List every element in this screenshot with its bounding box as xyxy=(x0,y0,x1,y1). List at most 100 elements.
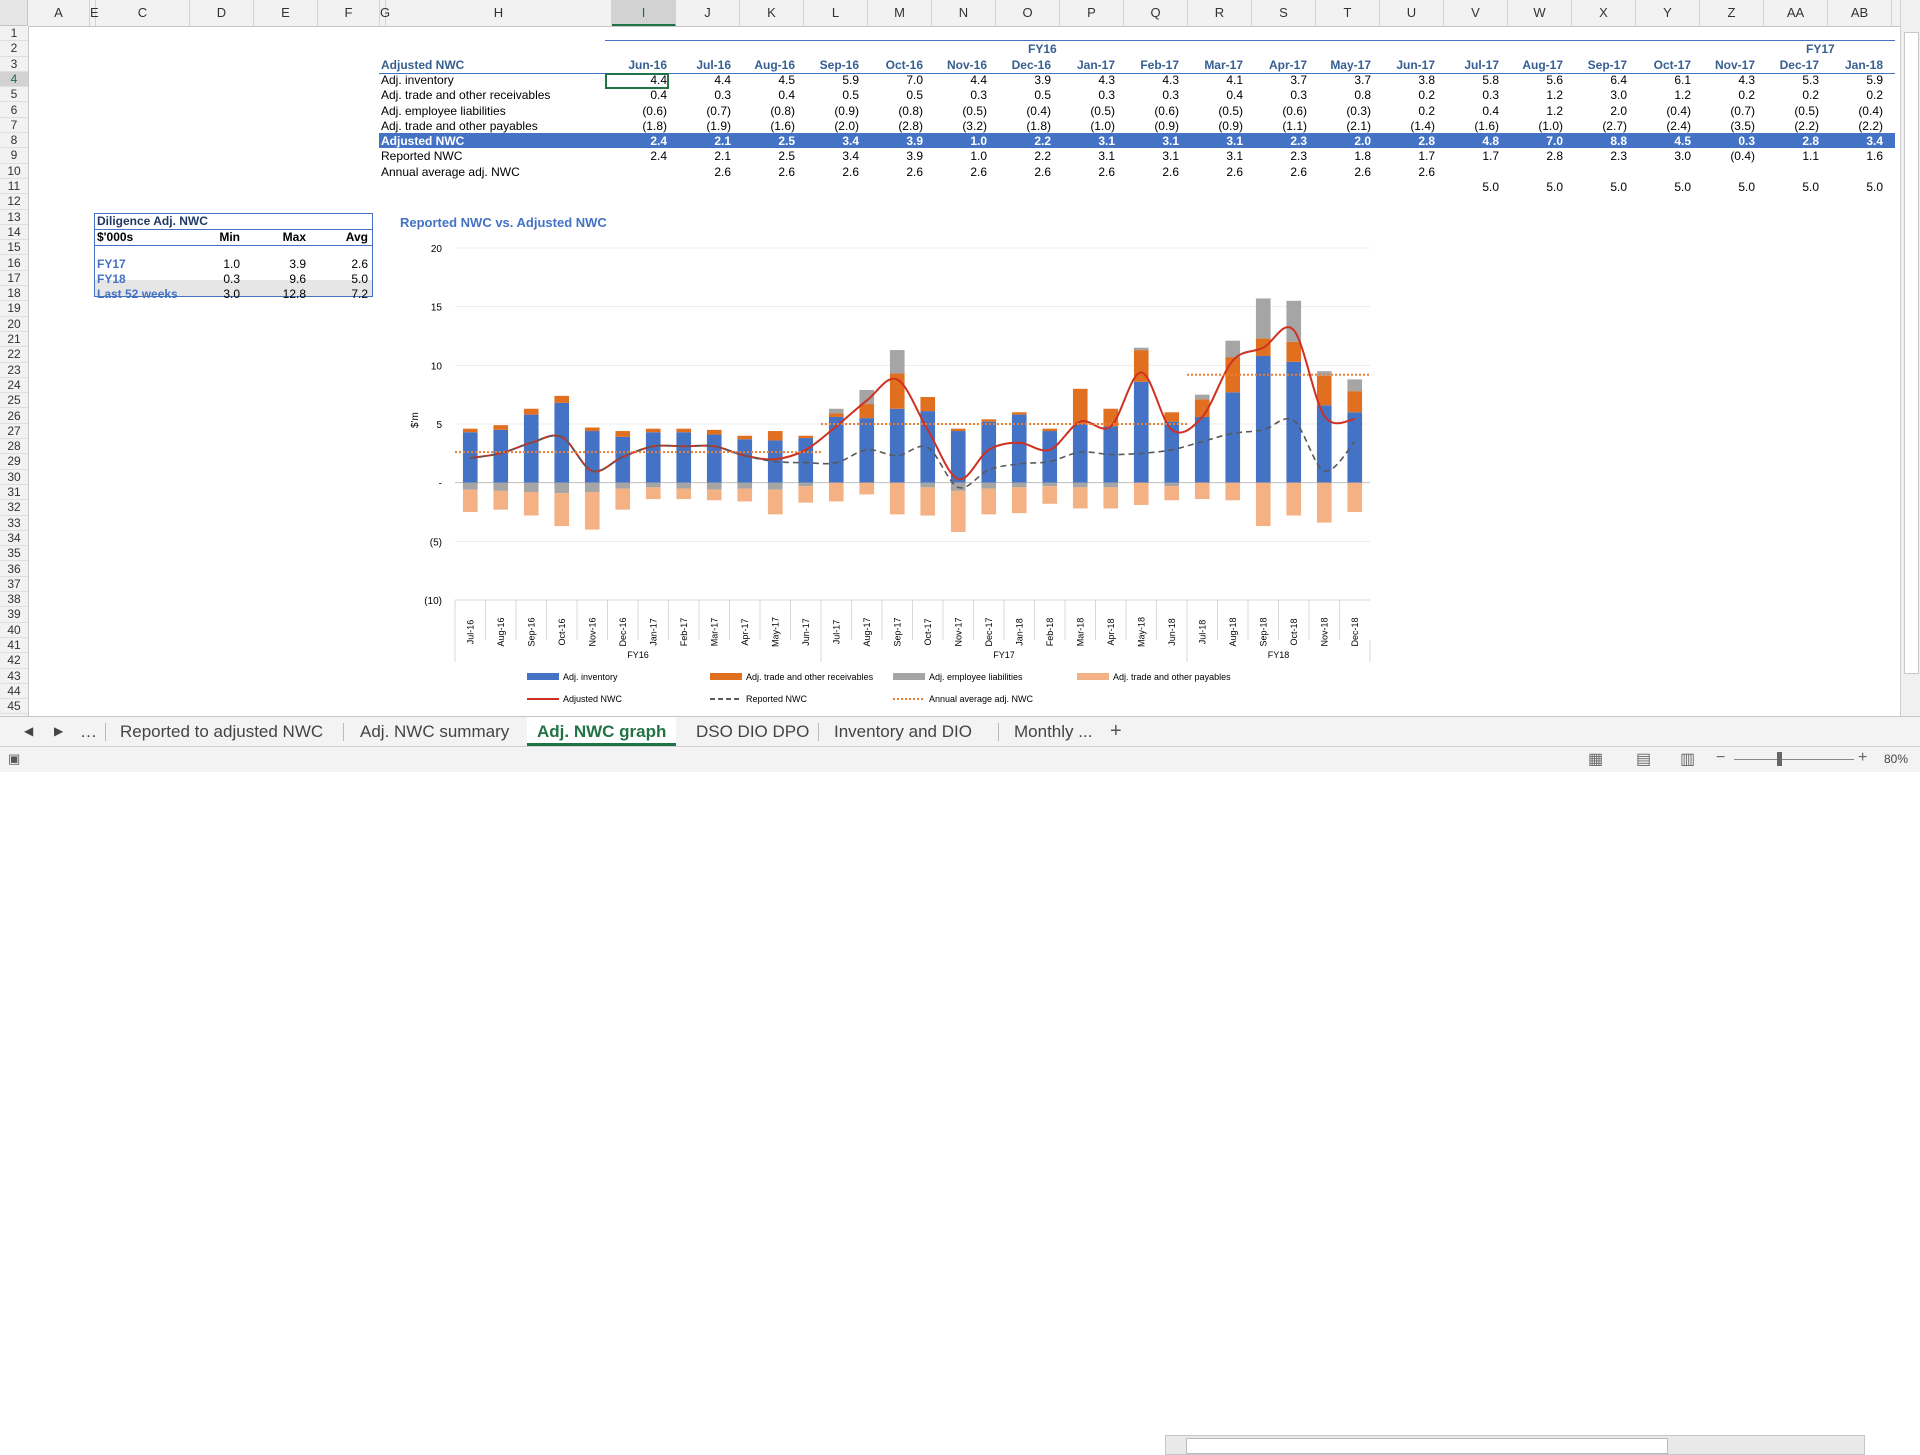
row-header-9[interactable]: 9 xyxy=(0,148,28,164)
row-header-38[interactable]: 38 xyxy=(0,592,28,608)
nwc-chart[interactable]: Reported NWC vs. Adjusted NWC $'m (10) (5) -… xyxy=(0,0,1900,716)
tab-inventory-and-dio[interactable]: Inventory and DIO xyxy=(834,722,972,741)
row-header-35[interactable]: 35 xyxy=(0,546,28,562)
row-header-45[interactable]: 45 xyxy=(0,699,28,715)
column-header-t-19[interactable]: T xyxy=(1316,0,1380,26)
row-header-24[interactable]: 24 xyxy=(0,378,28,394)
normal-view-icon[interactable]: ▦ xyxy=(1588,751,1604,768)
row-header-17[interactable]: 17 xyxy=(0,271,28,287)
row-header-16[interactable]: 16 xyxy=(0,256,28,271)
row-header-4[interactable]: 4 xyxy=(0,71,28,88)
column-header-i-8[interactable]: I xyxy=(612,0,676,26)
row-header-41[interactable]: 41 xyxy=(0,638,28,654)
row-header-2[interactable]: 2 xyxy=(0,41,28,57)
vertical-scrollbar[interactable] xyxy=(1900,0,1920,716)
column-header-a-0[interactable]: A xyxy=(28,0,90,26)
active-cell-i4[interactable] xyxy=(605,73,669,89)
column-header-z-25[interactable]: Z xyxy=(1700,0,1764,26)
column-header-l-11[interactable]: L xyxy=(804,0,868,26)
row-header-23[interactable]: 23 xyxy=(0,363,28,378)
group-label: FY17 xyxy=(993,650,1015,660)
row-header-22[interactable]: 22 xyxy=(0,347,28,363)
vertical-scroll-thumb[interactable] xyxy=(1904,32,1919,674)
zoom-slider[interactable] xyxy=(1734,759,1854,760)
column-header-f-5[interactable]: F xyxy=(318,0,380,26)
column-header-h-7[interactable]: H xyxy=(386,0,612,26)
column-header-e-4[interactable]: E xyxy=(254,0,318,26)
column-header-q-16[interactable]: Q xyxy=(1124,0,1188,26)
tab-scroll-right-icon[interactable]: ▶ xyxy=(54,724,64,738)
column-header-m-12[interactable]: M xyxy=(868,0,932,26)
row-header-43[interactable]: 43 xyxy=(0,669,28,684)
tab-adj-nwc-graph[interactable]: Adj. NWC graph xyxy=(527,717,677,746)
row-header-3[interactable]: 3 xyxy=(0,57,28,72)
row-header-20[interactable]: 20 xyxy=(0,317,28,332)
row-header-14[interactable]: 14 xyxy=(0,225,28,241)
column-header-r-17[interactable]: R xyxy=(1188,0,1252,26)
macro-record-icon[interactable]: ▣ xyxy=(8,751,21,766)
add-sheet-icon[interactable]: + xyxy=(1110,720,1122,742)
row-header-7[interactable]: 7 xyxy=(0,118,28,134)
tab-more-left[interactable]: … xyxy=(80,722,97,741)
tab-monthly[interactable]: Monthly ... xyxy=(1014,722,1093,741)
column-header-o-14[interactable]: O xyxy=(996,0,1060,26)
row-header-12[interactable]: 12 xyxy=(0,194,28,210)
zoom-level[interactable]: 80% xyxy=(1884,752,1909,766)
row-header-10[interactable]: 10 xyxy=(0,164,28,179)
row-header-30[interactable]: 30 xyxy=(0,470,28,485)
row-header-15[interactable]: 15 xyxy=(0,240,28,256)
row-header-5[interactable]: 5 xyxy=(0,87,28,103)
row-header-33[interactable]: 33 xyxy=(0,516,28,531)
tab-reported-to-adjusted-nwc[interactable]: Reported to adjusted NWC xyxy=(120,722,324,741)
row-header-11[interactable]: 11 xyxy=(0,179,28,195)
column-header-y-24[interactable]: Y xyxy=(1636,0,1700,26)
column-header-n-13[interactable]: N xyxy=(932,0,996,26)
row-header-26[interactable]: 26 xyxy=(0,409,28,424)
column-header-aa-26[interactable]: AA xyxy=(1764,0,1828,26)
tab-adj-nwc-summary[interactable]: Adj. NWC summary xyxy=(360,722,510,741)
row-header-32[interactable]: 32 xyxy=(0,500,28,516)
row-header-40[interactable]: 40 xyxy=(0,623,28,638)
tab-dso-dio-dpo[interactable]: DSO DIO DPO xyxy=(696,722,810,741)
row-header-25[interactable]: 25 xyxy=(0,393,28,409)
row-header-18[interactable]: 18 xyxy=(0,286,28,302)
column-header-j-9[interactable]: J xyxy=(676,0,740,26)
row-header-8[interactable]: 8 xyxy=(0,133,28,149)
column-header-u-20[interactable]: U xyxy=(1380,0,1444,26)
column-header-x-23[interactable]: X xyxy=(1572,0,1636,26)
row-header-19[interactable]: 19 xyxy=(0,301,28,317)
row-header-44[interactable]: 44 xyxy=(0,684,28,700)
zoom-in-icon[interactable]: + xyxy=(1858,749,1868,766)
column-header-p-15[interactable]: P xyxy=(1060,0,1124,26)
row-header-28[interactable]: 28 xyxy=(0,439,28,455)
column-header-w-22[interactable]: W xyxy=(1508,0,1572,26)
column-header-g-6[interactable]: G xyxy=(380,0,390,26)
column-header-v-21[interactable]: V xyxy=(1444,0,1508,26)
horizontal-scroll-thumb[interactable] xyxy=(1186,1438,1668,1454)
row-header-1[interactable]: 1 xyxy=(0,26,28,42)
zoom-out-icon[interactable]: − xyxy=(1716,749,1726,766)
tab-scroll-left-icon[interactable]: ◀ xyxy=(24,724,34,738)
row-header-27[interactable]: 27 xyxy=(0,424,28,440)
zoom-slider-thumb[interactable] xyxy=(1777,752,1782,766)
horizontal-scrollbar[interactable] xyxy=(1165,1435,1865,1455)
row-header-31[interactable]: 31 xyxy=(0,485,28,501)
row-header-29[interactable]: 29 xyxy=(0,454,28,470)
column-header-s-18[interactable]: S xyxy=(1252,0,1316,26)
row-header-42[interactable]: 42 xyxy=(0,653,28,669)
column-header-c-2[interactable]: C xyxy=(96,0,190,26)
row-header-6[interactable]: 6 xyxy=(0,103,28,118)
column-header-e-1[interactable]: E xyxy=(90,0,99,26)
page-break-icon[interactable]: ▥ xyxy=(1680,751,1696,768)
row-header-39[interactable]: 39 xyxy=(0,607,28,623)
page-layout-icon[interactable]: ▤ xyxy=(1636,751,1652,768)
row-header-13[interactable]: 13 xyxy=(0,210,28,225)
row-header-36[interactable]: 36 xyxy=(0,562,28,577)
column-header-ab-27[interactable]: AB xyxy=(1828,0,1892,26)
row-header-21[interactable]: 21 xyxy=(0,332,28,348)
row-header-34[interactable]: 34 xyxy=(0,531,28,547)
row-header-37[interactable]: 37 xyxy=(0,577,28,593)
column-header-d-3[interactable]: D xyxy=(190,0,254,26)
select-all-corner[interactable] xyxy=(0,0,28,26)
column-header-k-10[interactable]: K xyxy=(740,0,804,26)
